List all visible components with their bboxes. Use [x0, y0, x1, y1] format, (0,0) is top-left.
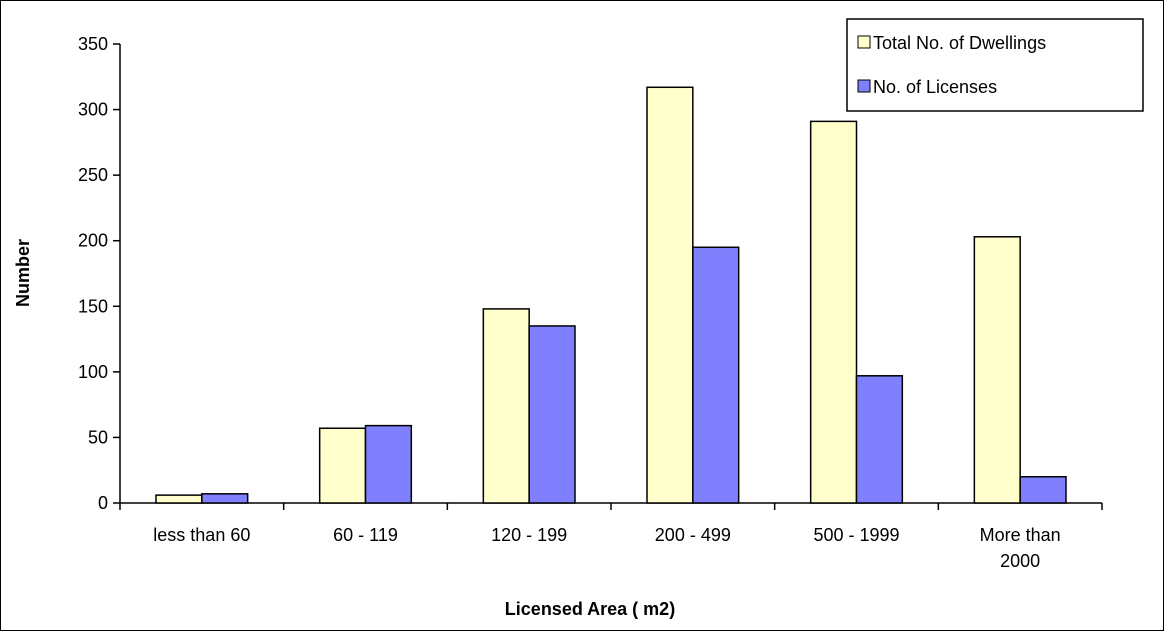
x-tick-label: 60 - 119 — [333, 525, 398, 545]
legend-box — [846, 18, 1144, 112]
bar-dwellings — [973, 236, 1021, 504]
y-tick-label: 200 — [78, 231, 108, 251]
y-tick-label: 350 — [78, 34, 108, 54]
bar-dwellings — [482, 308, 530, 504]
x-axis-title: Licensed Area ( m2) — [505, 599, 675, 619]
x-axis: less than 60 60 - 119 120 - 199 200 - 499 50… — [119, 502, 1103, 571]
bar-licenses — [692, 246, 740, 504]
legend-swatch-dwellings — [857, 35, 871, 49]
legend-label-dwellings: Total No. of Dwellings — [873, 33, 1046, 53]
x-tick-label: More than — [980, 525, 1061, 545]
bar-dwellings — [646, 86, 694, 504]
y-tick-label: 100 — [78, 362, 108, 382]
bar-licenses — [1019, 476, 1067, 504]
bar-licenses — [528, 325, 576, 504]
bars — [155, 86, 1067, 504]
bar-dwellings — [318, 427, 367, 504]
x-tick-label: 500 - 1999 — [813, 525, 899, 545]
bar-dwellings — [155, 494, 203, 504]
y-tick-label: 0 — [98, 493, 108, 513]
legend-swatch-licenses — [857, 79, 871, 93]
legend: Total No. of Dwellings No. of Licenses — [846, 18, 1144, 112]
y-tick-label: 150 — [78, 296, 108, 316]
bar-licenses — [855, 375, 904, 504]
bar-licenses — [364, 424, 413, 504]
y-tick-label: 250 — [78, 165, 108, 185]
x-tick-label: 200 - 499 — [655, 525, 731, 545]
bar-dwellings — [809, 120, 858, 504]
x-tick-label: 2000 — [1000, 551, 1040, 571]
y-tick-label: 50 — [88, 427, 108, 447]
y-axis: 0 50 100 150 200 250 300 350 — [78, 34, 121, 513]
legend-label-licenses: No. of Licenses — [873, 77, 997, 97]
x-tick-label: 120 - 199 — [491, 525, 567, 545]
bar-licenses — [201, 493, 249, 504]
y-tick-label: 300 — [78, 100, 108, 120]
y-axis-title: Number — [13, 239, 33, 307]
x-tick-label: less than 60 — [153, 525, 250, 545]
